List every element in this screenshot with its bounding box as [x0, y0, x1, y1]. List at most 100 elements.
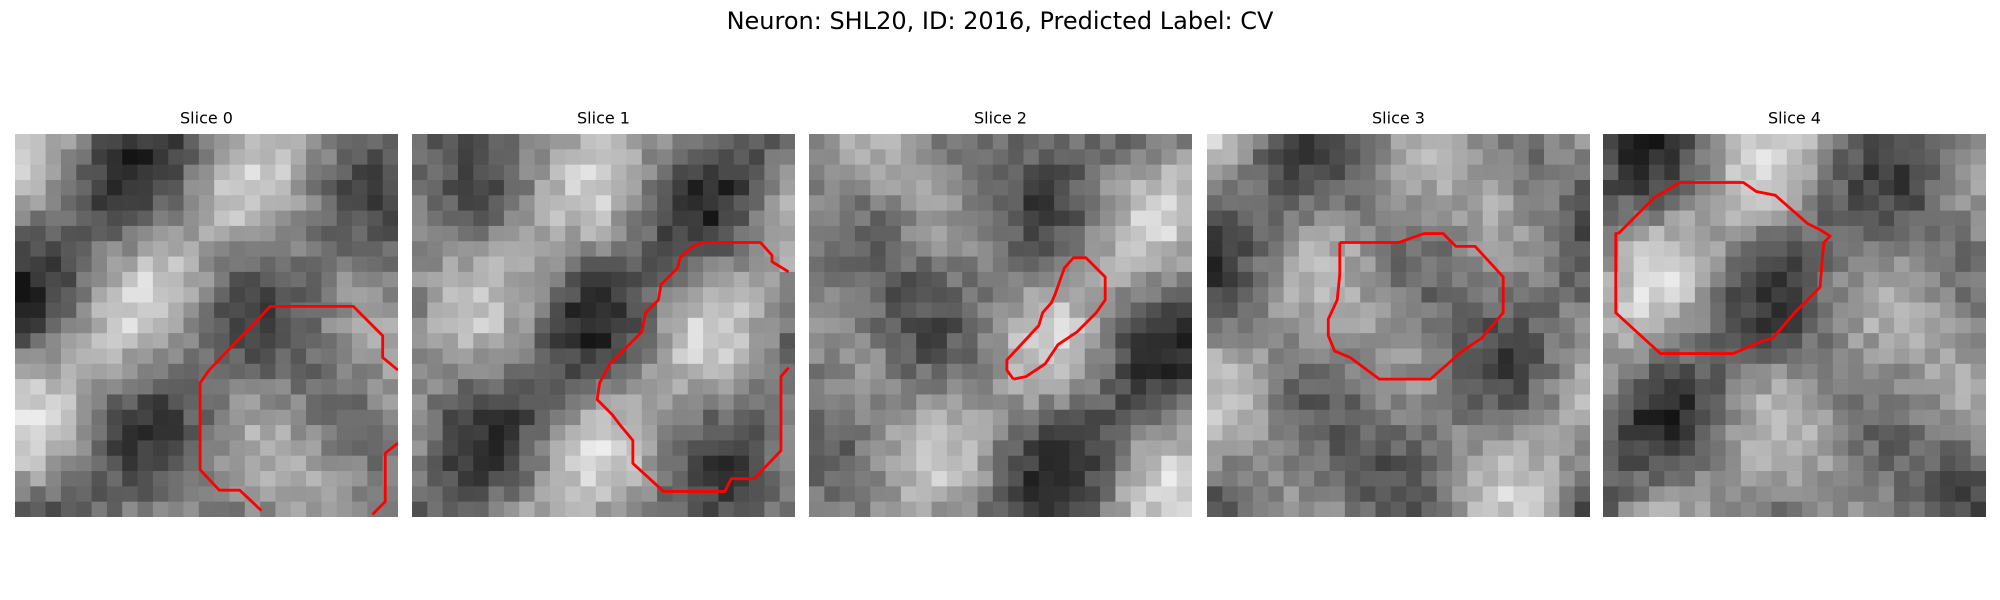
pixel [290, 363, 307, 380]
pixel [198, 486, 215, 503]
pixel [962, 379, 978, 395]
pixel [1832, 241, 1849, 257]
pixel [916, 287, 932, 303]
pixel [183, 363, 200, 380]
pixel [30, 455, 47, 472]
pixel [1664, 455, 1680, 472]
pixel [1360, 149, 1376, 166]
pixel [1664, 241, 1680, 257]
pixel [15, 455, 31, 472]
pixel [549, 440, 566, 457]
pixel [488, 425, 505, 441]
pixel [488, 471, 505, 487]
pixel [1863, 195, 1880, 211]
pixel [641, 486, 658, 503]
pixel [367, 471, 384, 487]
pixel [1498, 195, 1514, 211]
pixel [60, 287, 77, 303]
pixel [1955, 501, 1972, 517]
pixel [946, 455, 963, 472]
pixel [1130, 271, 1147, 288]
pixel [519, 164, 535, 181]
pixel [1421, 134, 1438, 150]
pixel [687, 302, 704, 319]
pixel [198, 271, 215, 288]
pixel [1452, 195, 1468, 211]
pixel [1344, 179, 1361, 196]
pixel [1314, 302, 1330, 319]
pixel [1574, 179, 1590, 196]
pixel [1069, 210, 1086, 227]
pixel [1146, 379, 1162, 395]
pixel [1222, 164, 1239, 181]
pixel [764, 379, 781, 395]
pixel [1207, 409, 1223, 426]
pixel [1344, 317, 1361, 334]
pixel [687, 363, 704, 380]
pixel [1771, 394, 1788, 411]
pixel [229, 440, 246, 457]
pixel [1894, 471, 1910, 487]
pixel [962, 471, 978, 487]
pixel [1084, 455, 1101, 472]
pixel [1207, 271, 1223, 288]
pixel [1207, 471, 1223, 487]
pixel [1756, 256, 1772, 273]
pixel [1633, 486, 1650, 503]
pixel [214, 379, 230, 395]
pixel [1222, 287, 1239, 303]
pixel [60, 256, 77, 273]
pixel [839, 256, 856, 273]
pixel [1207, 394, 1223, 411]
pixel [60, 195, 77, 211]
pixel [1909, 256, 1926, 273]
pixel [962, 425, 978, 441]
pixel [60, 471, 77, 487]
pixel [367, 271, 384, 288]
pixel [1054, 241, 1070, 257]
pixel [1710, 379, 1726, 395]
pixel [1618, 455, 1635, 472]
pixel [76, 271, 92, 288]
pixel [1008, 241, 1024, 257]
pixel [1008, 164, 1024, 181]
pixel [946, 256, 963, 273]
pixel [275, 486, 292, 503]
pixel [321, 455, 338, 472]
pixel [1406, 164, 1422, 181]
pixel [1436, 317, 1453, 334]
pixel [749, 241, 765, 257]
pixel [718, 425, 735, 441]
pixel [352, 425, 368, 441]
pixel [779, 225, 795, 242]
pixel [749, 501, 765, 517]
pixel [473, 394, 489, 411]
pixel [534, 271, 551, 288]
pixel [290, 179, 307, 196]
pixel [519, 210, 535, 227]
pixel [1482, 210, 1499, 227]
pixel [900, 333, 917, 349]
pixel [1482, 149, 1499, 166]
pixel [718, 363, 735, 380]
pixel [946, 271, 963, 288]
pixel [1559, 179, 1576, 196]
pixel [1130, 379, 1147, 395]
pixel [321, 379, 338, 395]
pixel [519, 149, 535, 166]
pixel [183, 425, 200, 441]
pixel [977, 455, 994, 472]
pixel [916, 501, 932, 517]
pixel [687, 455, 704, 472]
pixel [672, 501, 689, 517]
pixel [1161, 287, 1178, 303]
pixel [733, 348, 750, 365]
pixel [503, 348, 520, 365]
pixel [854, 164, 871, 181]
pixel [503, 455, 520, 472]
pixel [488, 363, 505, 380]
pixel [229, 241, 246, 257]
pixel [367, 409, 384, 426]
pixel [1574, 195, 1590, 211]
